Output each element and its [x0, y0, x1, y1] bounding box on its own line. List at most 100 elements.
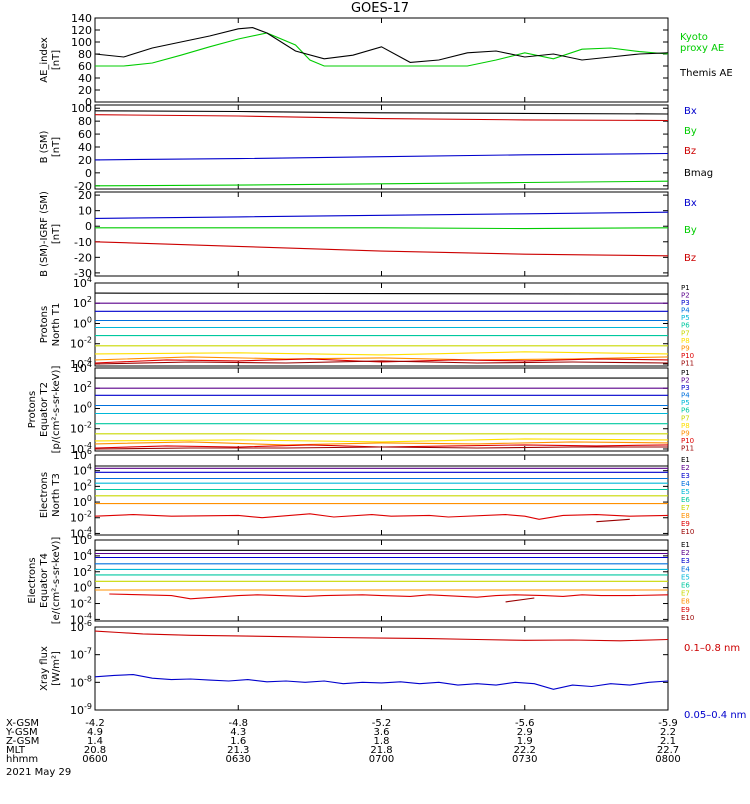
y-axis-title: Protons: [39, 306, 50, 343]
y-tick-label: 104: [73, 275, 92, 290]
y-tick-exponent: -2: [84, 336, 92, 345]
y-tick-label: 102: [73, 295, 92, 310]
axis-row-value: 3.6: [374, 727, 390, 738]
legend-label: Kyoto: [680, 32, 708, 43]
series-line-by: [95, 227, 669, 230]
y-tick-label: 0: [85, 167, 92, 180]
series-line-bx: [94, 152, 669, 161]
legend-label: E3: [681, 557, 690, 565]
y-tick-label: 10-2: [70, 596, 92, 611]
legend-label: By: [684, 225, 697, 236]
legend-label: Bz: [684, 146, 696, 157]
y-tick-exponent: 0: [87, 580, 92, 589]
y-axis-title: Electrons: [39, 472, 50, 518]
y-tick-exponent: 2: [87, 380, 92, 389]
y-tick-label: 10-6: [70, 619, 92, 634]
panel-frame: [94, 626, 669, 711]
series-line-p1: [94, 292, 669, 295]
y-tick-label: -10: [74, 236, 92, 249]
legend-label: E3: [681, 472, 690, 480]
y-tick-label: 60: [78, 128, 92, 141]
legend-label: E5: [681, 488, 690, 496]
series-line-p8: [94, 438, 669, 443]
axis-row-value: -5.9: [658, 718, 678, 729]
y-tick-exponent: -4: [84, 356, 92, 365]
y-tick-label: -20: [74, 251, 92, 264]
y-tick-exponent: -2: [84, 596, 92, 605]
axis-row-value: -4.2: [85, 718, 105, 729]
legend-label: P9: [681, 344, 690, 352]
y-tick-exponent: -2: [84, 421, 92, 430]
legend-label: Bx: [684, 198, 697, 209]
series-line-p9: [94, 356, 669, 361]
legend-label: P7: [681, 329, 690, 337]
legend-label: P9: [681, 429, 690, 437]
y-axis-title: B (SM): [39, 130, 50, 163]
legend-label: E10: [681, 614, 694, 622]
legend-label: E10: [681, 528, 694, 536]
series-line-bmag: [94, 110, 669, 115]
y-tick-label: 102: [73, 380, 92, 395]
legend-label: E7: [681, 504, 690, 512]
y-tick-exponent: -9: [84, 702, 92, 711]
y-tick-exponent: 4: [87, 360, 92, 369]
y-tick-label: 120: [71, 24, 92, 37]
y-tick-label: 10-2: [70, 510, 92, 525]
y-tick-label: 20: [78, 189, 92, 202]
y-tick-label: 80: [78, 48, 92, 61]
legend-label: E4: [681, 565, 690, 573]
axis-row-value: 0730: [512, 754, 537, 765]
y-tick-label: 0: [85, 96, 92, 109]
y-tick-label: 104: [73, 548, 92, 563]
panel-frame: [94, 454, 669, 536]
y-tick-exponent: -7: [84, 647, 92, 656]
y-axis-title: Equator T4: [39, 553, 50, 608]
y-tick-exponent: -2: [84, 510, 92, 519]
panel-frame: [94, 367, 669, 452]
y-tick-label: 104: [73, 463, 92, 478]
series-line-e10: [505, 597, 535, 603]
legend-label: P4: [681, 307, 690, 315]
axis-row-value: 4.9: [87, 727, 103, 738]
series-line-bx: [94, 211, 669, 219]
legend-label: E2: [681, 464, 690, 472]
y-tick-exponent: 0: [87, 315, 92, 324]
legend-label: Bz: [684, 253, 696, 264]
y-tick-label: 80: [78, 115, 92, 128]
date-label: 2021 May 29: [6, 767, 71, 778]
panel-8: 10-9 10-8 10-7 10-6 Xray flux [W/m²] 0.1–0.8 n…: [39, 619, 746, 721]
y-axis-title: Protons: [27, 391, 38, 428]
legend-label: P7: [681, 414, 690, 422]
series-line-0-05-0-4-nm: [94, 674, 669, 690]
series-line-0-1-0-8-nm: [94, 630, 669, 642]
legend-label: P1: [681, 369, 690, 377]
series-line-bz: [94, 241, 669, 257]
legend-label: 0.1–0.8 nm: [684, 643, 740, 654]
legend-label: E9: [681, 520, 690, 528]
y-tick-label: 106: [73, 447, 92, 462]
legend-label: P8: [681, 337, 690, 345]
legend-label: P8: [681, 422, 690, 430]
y-tick-label: 140: [71, 12, 92, 25]
y-tick-label: 100: [73, 580, 92, 595]
legend-label: E1: [681, 456, 690, 464]
axis-row-value: 21.8: [370, 745, 392, 756]
y-axis-title: [W/m²]: [51, 651, 62, 686]
y-axis-title: B (SM)-IGRF (SM): [39, 191, 50, 277]
legend-label: P2: [681, 292, 690, 300]
y-axis-title: [p/(cm²-s-sr-keV)]: [51, 366, 62, 454]
y-tick-label: 10-7: [70, 647, 92, 662]
axis-row-label: Y-GSM: [5, 727, 38, 738]
y-tick-exponent: 0: [87, 400, 92, 409]
y-axis-title: [nT]: [51, 224, 62, 244]
axis-row-value: 0700: [369, 754, 394, 765]
y-tick-label: -20: [74, 180, 92, 193]
axis-row-value: 2.2: [660, 727, 676, 738]
y-axis-title: Xray flux: [39, 646, 50, 691]
legend-label: Bmag: [684, 168, 713, 179]
y-tick-label: 102: [73, 478, 92, 493]
